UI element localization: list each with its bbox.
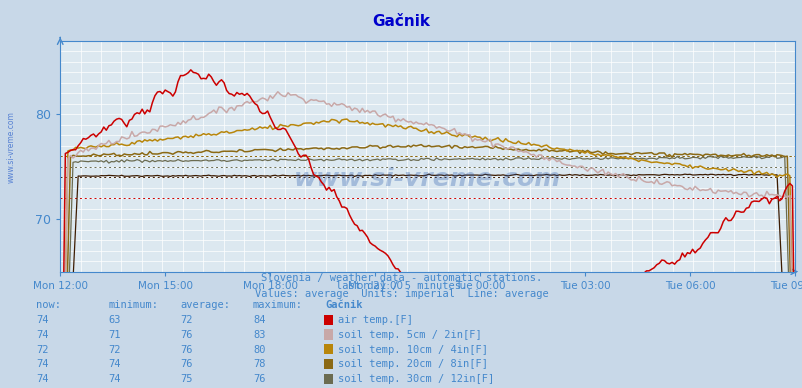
Text: average:: average: xyxy=(180,300,230,310)
Text: 76: 76 xyxy=(180,330,193,340)
Text: air temp.[F]: air temp.[F] xyxy=(338,315,412,325)
Text: 83: 83 xyxy=(253,330,265,340)
Text: 74: 74 xyxy=(36,374,49,384)
Text: 74: 74 xyxy=(36,330,49,340)
Text: last day / 5 minutes.: last day / 5 minutes. xyxy=(335,281,467,291)
Text: 63: 63 xyxy=(108,315,121,325)
Text: Gačnik: Gačnik xyxy=(325,300,363,310)
Text: 74: 74 xyxy=(108,374,121,384)
Text: Values: average  Units: imperial  Line: average: Values: average Units: imperial Line: av… xyxy=(254,289,548,299)
Text: now:: now: xyxy=(36,300,61,310)
Text: maximum:: maximum: xyxy=(253,300,302,310)
Text: 74: 74 xyxy=(36,359,49,369)
Text: 71: 71 xyxy=(108,330,121,340)
Text: 78: 78 xyxy=(253,359,265,369)
Text: soil temp. 10cm / 4in[F]: soil temp. 10cm / 4in[F] xyxy=(338,345,488,355)
Text: soil temp. 5cm / 2in[F]: soil temp. 5cm / 2in[F] xyxy=(338,330,481,340)
Text: www.si-vreme.com: www.si-vreme.com xyxy=(294,167,561,191)
Text: 80: 80 xyxy=(253,345,265,355)
Text: minimum:: minimum: xyxy=(108,300,158,310)
Text: www.si-vreme.com: www.si-vreme.com xyxy=(6,111,15,184)
Text: 76: 76 xyxy=(180,359,193,369)
Text: 76: 76 xyxy=(253,374,265,384)
Text: 84: 84 xyxy=(253,315,265,325)
Text: Slovenia / weather data - automatic stations.: Slovenia / weather data - automatic stat… xyxy=(261,273,541,283)
Text: 72: 72 xyxy=(180,315,193,325)
Text: soil temp. 30cm / 12in[F]: soil temp. 30cm / 12in[F] xyxy=(338,374,494,384)
Text: 72: 72 xyxy=(108,345,121,355)
Text: soil temp. 20cm / 8in[F]: soil temp. 20cm / 8in[F] xyxy=(338,359,488,369)
Text: 74: 74 xyxy=(108,359,121,369)
Text: 75: 75 xyxy=(180,374,193,384)
Text: 74: 74 xyxy=(36,315,49,325)
Text: 76: 76 xyxy=(180,345,193,355)
Text: 72: 72 xyxy=(36,345,49,355)
Text: Gačnik: Gačnik xyxy=(372,14,430,29)
